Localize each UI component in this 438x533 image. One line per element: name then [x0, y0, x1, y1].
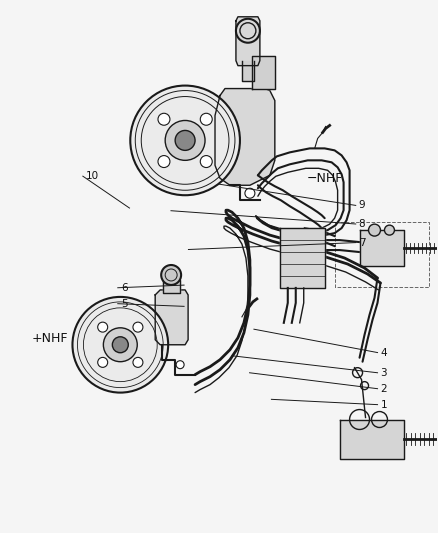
Circle shape	[176, 361, 184, 369]
Text: 3: 3	[381, 368, 387, 378]
Text: 7: 7	[359, 238, 365, 248]
Polygon shape	[163, 280, 180, 293]
Polygon shape	[280, 228, 325, 288]
Circle shape	[200, 114, 212, 125]
Circle shape	[368, 224, 381, 236]
Text: 8: 8	[359, 219, 365, 229]
Polygon shape	[242, 61, 254, 80]
Bar	[335, 222, 429, 287]
Circle shape	[165, 120, 205, 160]
Text: 2: 2	[381, 384, 387, 394]
Circle shape	[385, 225, 395, 235]
Circle shape	[133, 322, 143, 332]
Circle shape	[112, 337, 128, 353]
Circle shape	[236, 19, 260, 43]
Polygon shape	[339, 419, 404, 459]
Circle shape	[133, 358, 143, 367]
Circle shape	[72, 297, 168, 393]
Text: 1: 1	[381, 400, 387, 410]
Polygon shape	[360, 230, 404, 266]
Circle shape	[245, 188, 255, 198]
Circle shape	[175, 131, 195, 150]
Text: 6: 6	[121, 282, 127, 293]
Text: 5: 5	[121, 298, 127, 309]
Circle shape	[98, 358, 108, 367]
Text: −NHF: −NHF	[306, 172, 343, 185]
Circle shape	[158, 156, 170, 167]
Text: 10: 10	[86, 171, 99, 181]
Polygon shape	[236, 17, 260, 66]
Text: +NHF: +NHF	[31, 332, 68, 345]
Circle shape	[158, 114, 170, 125]
Polygon shape	[252, 55, 275, 88]
Circle shape	[98, 322, 108, 332]
Circle shape	[200, 156, 212, 167]
Polygon shape	[155, 290, 188, 345]
Polygon shape	[215, 88, 275, 185]
Circle shape	[161, 265, 181, 285]
Text: 4: 4	[381, 348, 387, 358]
Text: 9: 9	[359, 200, 365, 211]
Circle shape	[130, 86, 240, 195]
Circle shape	[103, 328, 137, 362]
